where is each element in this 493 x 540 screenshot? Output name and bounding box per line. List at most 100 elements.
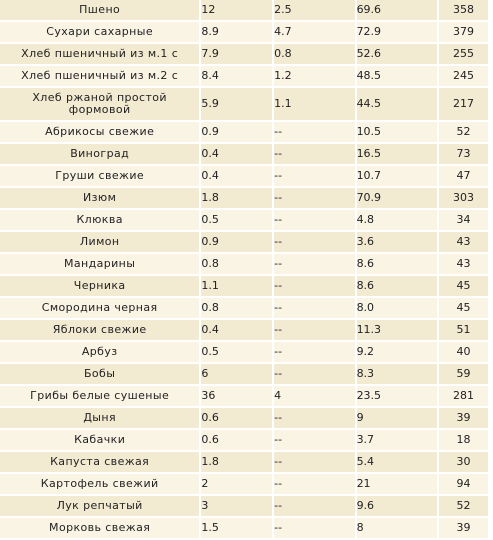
table-row: Груши свежие 0.4 -- 10.7 47	[0, 166, 490, 188]
food-name-cell: Хлеб пшеничный из м.2 с	[0, 66, 202, 88]
food-name-cell: Груши свежие	[0, 166, 202, 188]
table-row: Сухари сахарные 8.9 4.7 72.9 379	[0, 22, 490, 44]
protein-cell: 0.5	[201, 210, 275, 232]
fat-cell: --	[274, 408, 357, 430]
fat-cell: 0.8	[274, 44, 357, 66]
protein-cell: 12	[201, 0, 275, 22]
fat-cell: --	[274, 496, 357, 518]
calories-cell: 30	[439, 452, 490, 474]
table-row: Мандарины 0.8 -- 8.6 43	[0, 254, 490, 276]
carbs-cell: 21	[356, 474, 440, 496]
food-name-cell: Лимон	[0, 232, 202, 254]
fat-cell: --	[274, 298, 357, 320]
carbs-cell: 52.6	[356, 44, 440, 66]
protein-cell: 0.4	[201, 144, 275, 166]
protein-cell: 2	[201, 474, 275, 496]
table-row: Лимон 0.9 -- 3.6 43	[0, 232, 490, 254]
calories-cell: 45	[439, 276, 490, 298]
food-name-cell: Клюква	[0, 210, 202, 232]
food-name-cell: Морковь свежая	[0, 518, 202, 540]
calories-cell: 245	[439, 66, 490, 88]
fat-cell: --	[274, 474, 357, 496]
fat-cell: 2.5	[274, 0, 357, 22]
calories-cell: 303	[439, 188, 490, 210]
table-row: Грибы белые сушеные 36 4 23.5 281	[0, 386, 490, 408]
food-name-cell: Виноград	[0, 144, 202, 166]
calories-cell: 34	[439, 210, 490, 232]
fat-cell: --	[274, 452, 357, 474]
food-name-cell: Сухари сахарные	[0, 22, 202, 44]
protein-cell: 0.8	[201, 254, 275, 276]
fat-cell: --	[274, 232, 357, 254]
food-name-cell: Арбуз	[0, 342, 202, 364]
table-row: Хлеб пшеничный из м.2 с 8.4 1.2 48.5 245	[0, 66, 490, 88]
food-name-cell: Абрикосы свежие	[0, 122, 202, 144]
carbs-cell: 4.8	[356, 210, 440, 232]
fat-cell: 4	[274, 386, 357, 408]
food-name-cell: Капуста свежая	[0, 452, 202, 474]
protein-cell: 1.8	[201, 452, 275, 474]
table-row: Дыня 0.6 -- 9 39	[0, 408, 490, 430]
food-name-cell: Смородина черная	[0, 298, 202, 320]
protein-cell: 0.8	[201, 298, 275, 320]
table-row: Хлеб пшеничный из м.1 с 7.9 0.8 52.6 255	[0, 44, 490, 66]
protein-cell: 0.6	[201, 430, 275, 452]
food-name-cell: Хлеб пшеничный из м.1 с	[0, 44, 202, 66]
calories-cell: 43	[439, 254, 490, 276]
protein-cell: 3	[201, 496, 275, 518]
table-row: Виноград 0.4 -- 16.5 73	[0, 144, 490, 166]
carbs-cell: 3.7	[356, 430, 440, 452]
table-row: Яблоки свежие 0.4 -- 11.3 51	[0, 320, 490, 342]
protein-cell: 0.4	[201, 166, 275, 188]
food-name-cell: Черника	[0, 276, 202, 298]
carbs-cell: 23.5	[356, 386, 440, 408]
fat-cell: 1.1	[274, 88, 357, 122]
carbs-cell: 3.6	[356, 232, 440, 254]
food-name-cell: Картофель свежий	[0, 474, 202, 496]
protein-cell: 36	[201, 386, 275, 408]
food-name-cell: Грибы белые сушеные	[0, 386, 202, 408]
carbs-cell: 8.6	[356, 254, 440, 276]
table-row: Морковь свежая 1.5 -- 8 39	[0, 518, 490, 540]
fat-cell: --	[274, 276, 357, 298]
table-row: Капуста свежая 1.8 -- 5.4 30	[0, 452, 490, 474]
fat-cell: --	[274, 518, 357, 540]
carbs-cell: 10.7	[356, 166, 440, 188]
calories-cell: 281	[439, 386, 490, 408]
calories-cell: 94	[439, 474, 490, 496]
table-row: Картофель свежий 2 -- 21 94	[0, 474, 490, 496]
protein-cell: 0.4	[201, 320, 275, 342]
fat-cell: --	[274, 254, 357, 276]
food-name-cell: Дыня	[0, 408, 202, 430]
food-name-cell: Пшено	[0, 0, 202, 22]
protein-cell: 1.1	[201, 276, 275, 298]
carbs-cell: 8	[356, 518, 440, 540]
carbs-cell: 69.6	[356, 0, 440, 22]
fat-cell: --	[274, 188, 357, 210]
fat-cell: 1.2	[274, 66, 357, 88]
table-row: Кабачки 0.6 -- 3.7 18	[0, 430, 490, 452]
table-row: Абрикосы свежие 0.9 -- 10.5 52	[0, 122, 490, 144]
calories-cell: 52	[439, 122, 490, 144]
calories-cell: 358	[439, 0, 490, 22]
protein-cell: 0.6	[201, 408, 275, 430]
protein-cell: 0.9	[201, 122, 275, 144]
calories-cell: 59	[439, 364, 490, 386]
carbs-cell: 8.0	[356, 298, 440, 320]
calories-cell: 51	[439, 320, 490, 342]
carbs-cell: 8.6	[356, 276, 440, 298]
calories-cell: 18	[439, 430, 490, 452]
calories-cell: 52	[439, 496, 490, 518]
carbs-cell: 72.9	[356, 22, 440, 44]
carbs-cell: 8.3	[356, 364, 440, 386]
table-row: Черника 1.1 -- 8.6 45	[0, 276, 490, 298]
fat-cell: --	[274, 210, 357, 232]
food-name-cell: Изюм	[0, 188, 202, 210]
food-name-cell: Лук репчатый	[0, 496, 202, 518]
protein-cell: 8.4	[201, 66, 275, 88]
fat-cell: 4.7	[274, 22, 357, 44]
carbs-cell: 5.4	[356, 452, 440, 474]
calories-cell: 73	[439, 144, 490, 166]
table-row: Бобы 6 -- 8.3 59	[0, 364, 490, 386]
